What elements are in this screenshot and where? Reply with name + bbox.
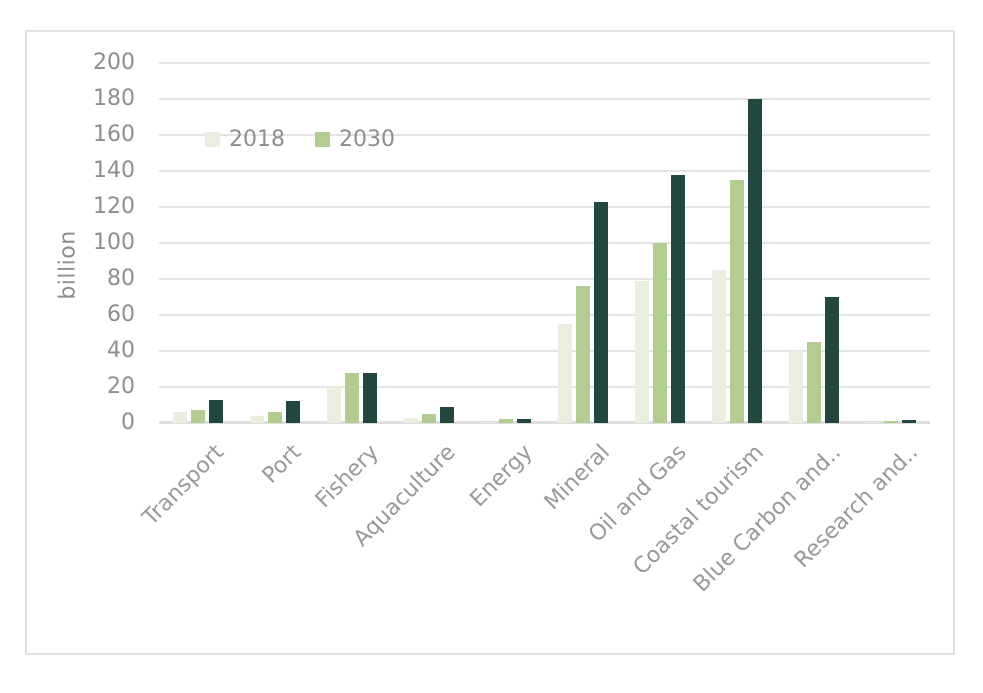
bar-2018-9 — [789, 351, 804, 423]
bar-group-port — [236, 63, 313, 423]
y-tick-label-120: 120 — [93, 194, 135, 219]
y-tick-label-0: 0 — [121, 410, 135, 435]
bar-series3-5 — [516, 418, 531, 423]
legend-swatch-2030 — [315, 132, 330, 147]
x-axis-category-labels: Transport Port Fishery Aquaculture Energy Min… — [139, 430, 930, 655]
x-category-label-2: Port — [257, 440, 307, 489]
chart-frame: billion 0 20 40 60 80 100 120 140 160 180 200 2018… — [25, 30, 955, 655]
bar-2030-4 — [421, 414, 436, 423]
x-category-label-8: Coastal tourism — [628, 440, 769, 581]
bar-series3-6 — [594, 201, 609, 423]
bar-series3-3 — [362, 372, 377, 423]
bar-group-coastal-tourism — [699, 63, 776, 423]
plot-area: 2018 2030 — [159, 62, 930, 424]
bar-2030-7 — [653, 243, 668, 423]
bar-group-oil-and-gas — [622, 63, 699, 423]
gridline-200 — [159, 62, 930, 64]
bar-group-aquaculture — [390, 63, 467, 423]
bar-series3-9 — [825, 297, 840, 423]
legend-item-2018: 2018 — [205, 127, 285, 152]
gridline-160 — [159, 134, 930, 136]
y-tick-label-20: 20 — [107, 374, 135, 399]
bar-series3-2 — [285, 401, 300, 423]
bar-series3-10 — [902, 420, 917, 423]
gridline-100 — [159, 242, 930, 244]
legend-label-2030: 2030 — [339, 127, 395, 152]
bar-2030-6 — [576, 286, 591, 423]
y-tick-label-60: 60 — [107, 302, 135, 327]
bar-2018-2 — [249, 415, 264, 423]
legend: 2018 2030 — [205, 127, 395, 152]
x-category-label-1: Transport — [138, 440, 230, 531]
bar-2018-7 — [635, 280, 650, 423]
gridline-40 — [159, 350, 930, 352]
y-tick-label-140: 140 — [93, 158, 135, 183]
bar-series3-1 — [208, 399, 223, 423]
bar-series3-8 — [748, 99, 763, 423]
bar-series3-7 — [671, 174, 686, 423]
x-category-label-3: Fishery — [310, 440, 384, 513]
gridline-80 — [159, 278, 930, 280]
legend-item-2030: 2030 — [315, 127, 395, 152]
bar-group-mineral — [544, 63, 621, 423]
bar-2018-8 — [712, 270, 727, 423]
y-tick-label-40: 40 — [107, 338, 135, 363]
bar-group-blue-carbon-and — [776, 63, 853, 423]
bar-series3-4 — [439, 406, 454, 423]
bar-2018-6 — [558, 324, 573, 423]
y-tick-label-160: 160 — [93, 122, 135, 147]
x-category-label-6: Mineral — [539, 440, 615, 516]
bar-2030-5 — [498, 419, 513, 423]
bar-2030-3 — [344, 372, 359, 423]
y-axis-tick-labels: 0 20 40 60 80 100 120 140 160 180 200 — [27, 51, 135, 435]
y-tick-label-200: 200 — [93, 50, 135, 75]
bar-2018-1 — [172, 412, 187, 423]
bar-2018-10 — [866, 422, 881, 423]
legend-label-2018: 2018 — [229, 127, 285, 152]
bar-2030-2 — [267, 412, 282, 423]
bar-2018-5 — [480, 422, 495, 423]
bar-group-fishery — [313, 63, 390, 423]
bar-2030-10 — [884, 421, 899, 423]
gridline-120 — [159, 206, 930, 208]
bar-2018-4 — [403, 417, 418, 423]
gridline-60 — [159, 314, 930, 316]
gridline-140 — [159, 170, 930, 172]
bar-2030-1 — [190, 410, 205, 423]
y-tick-label-180: 180 — [93, 86, 135, 111]
x-category-label-9: Blue Carbon and.. — [688, 440, 847, 598]
bar-2030-9 — [807, 342, 822, 423]
y-tick-label-80: 80 — [107, 266, 135, 291]
bar-series-container — [159, 63, 930, 423]
bar-group-energy — [467, 63, 544, 423]
gridline-0 — [159, 421, 930, 424]
gridline-20 — [159, 386, 930, 388]
bar-2018-3 — [326, 387, 341, 423]
bar-group-research-and — [853, 63, 930, 423]
bar-2030-8 — [730, 180, 745, 423]
x-category-label-5: Energy — [465, 440, 538, 513]
gridline-180 — [159, 98, 930, 100]
legend-swatch-2018 — [205, 132, 220, 147]
y-tick-label-100: 100 — [93, 230, 135, 255]
bar-group-transport — [159, 63, 236, 423]
